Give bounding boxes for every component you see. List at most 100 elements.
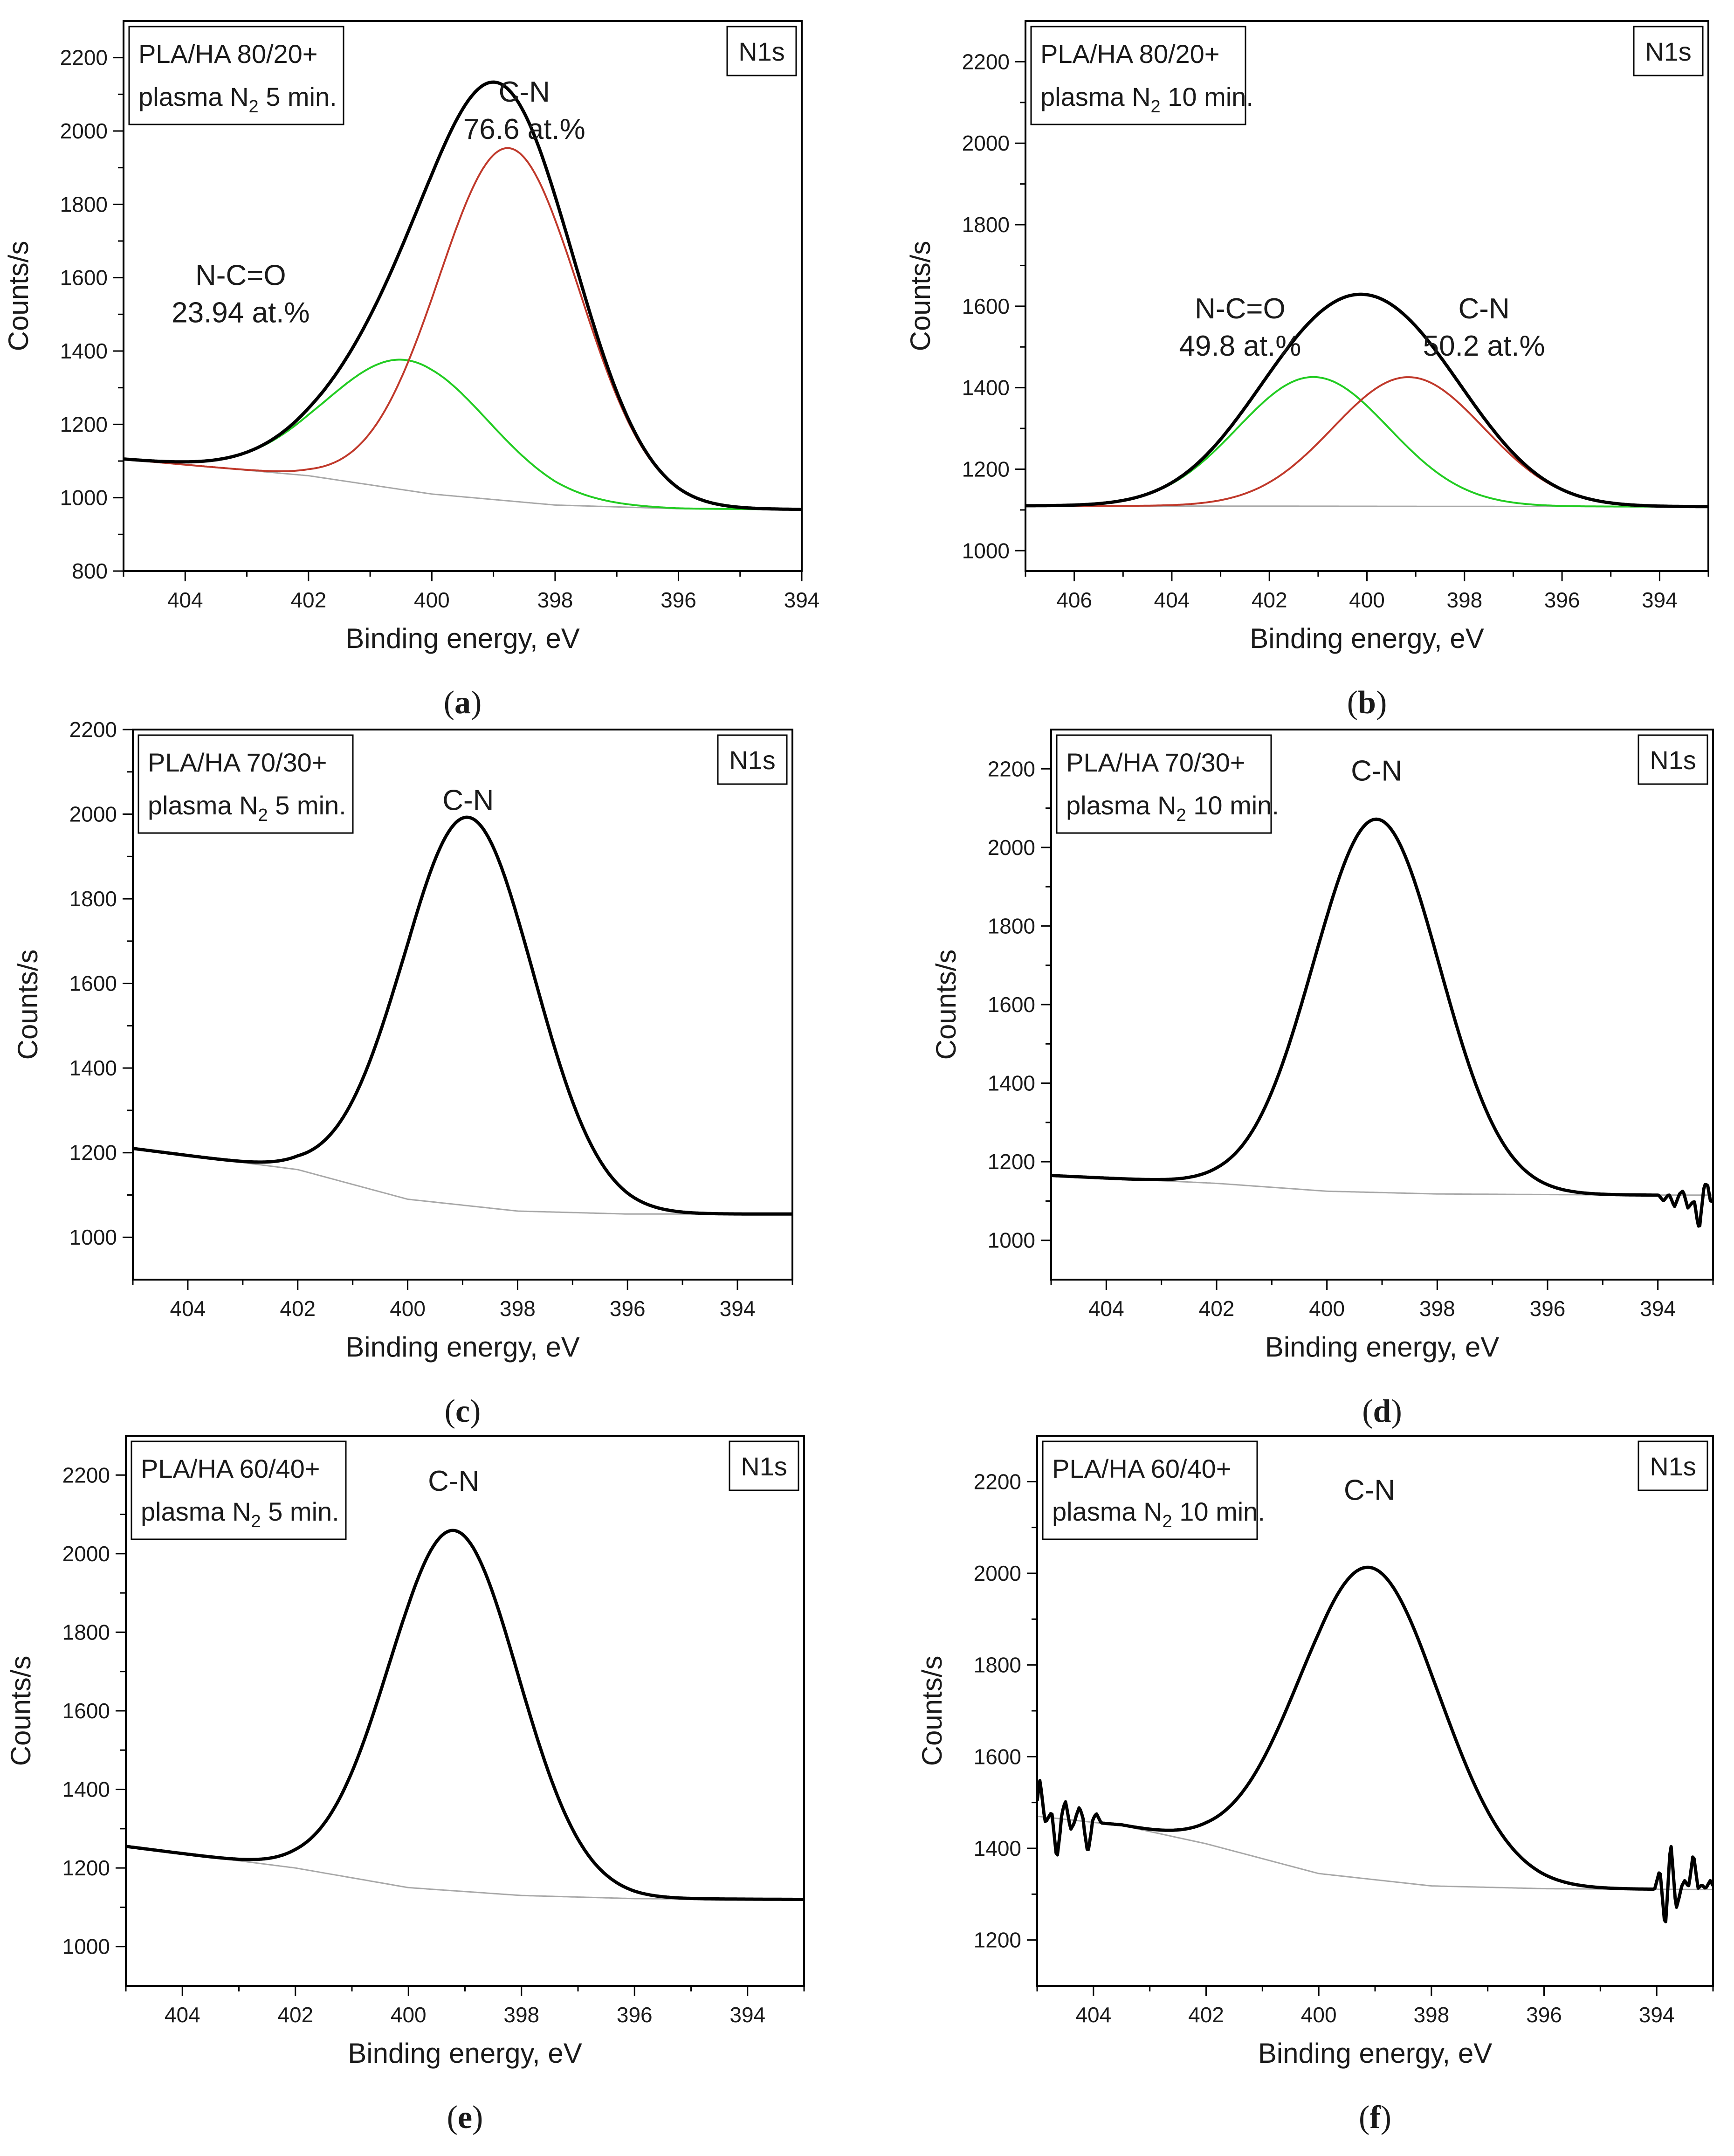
x-axis: 404 402 400 398 396 394 (132, 1280, 793, 1321)
x-tick-label: 396 (1530, 1296, 1566, 1321)
envelope-line (1037, 1565, 1713, 1923)
sample-legend-box (131, 1440, 347, 1540)
x-axis-title: Binding energy, eV (1265, 1331, 1500, 1363)
y-tick-label: 1800 (60, 192, 108, 216)
y-tick-label: 2200 (988, 757, 1035, 781)
sample-legend-line2: plasma N2 5 min. (148, 791, 346, 825)
y-tick-label: 2200 (69, 717, 117, 742)
peak-annotation-value: 76.6 at.% (463, 113, 585, 145)
x-axis-title: Binding energy, eV (1250, 623, 1484, 654)
panel-label: (e) (447, 2100, 483, 2135)
peak-annotation-label: C-N (499, 76, 550, 108)
y-tick-label: 1400 (988, 1071, 1035, 1095)
panel-label: (a) (444, 685, 482, 721)
peak-annotation-label: N-C=O (195, 259, 286, 291)
y-tick-label: 1800 (962, 213, 1010, 237)
y-tick-label: 2000 (988, 835, 1035, 860)
x-tick-label: 398 (503, 2003, 539, 2027)
sample-legend-box (1042, 1440, 1258, 1540)
panel-f: 404 402 400 398 396 394 1200 1400 1600 1800 2000 22… (916, 1435, 1714, 2135)
y-axis-title: Counts/s (12, 950, 43, 1060)
x-tick-label: 404 (1088, 1296, 1124, 1321)
plot-curves (1051, 817, 1713, 1228)
y-axis-title: Counts/s (916, 1656, 948, 1766)
panel-e: 404 402 400 398 396 394 1000 1200 1400 1600 1800 20… (5, 1435, 805, 2135)
y-tick-label: 2000 (962, 131, 1010, 155)
plot-curves (1037, 1565, 1713, 1923)
x-axis: 406 404 402 400 398 396 394 (1025, 571, 1709, 612)
region-tag-box (1638, 734, 1708, 785)
sample-legend-box (1030, 26, 1246, 125)
peak-annotation-label: C-N (1459, 293, 1510, 325)
y-tick-label: 1200 (60, 412, 108, 436)
region-tag-box (1638, 1440, 1708, 1491)
sample-legend: PLA/HA 80/20+ plasma N2 10 min. (1030, 26, 1253, 125)
y-tick-label: 1200 (69, 1141, 117, 1165)
x-axis-title: Binding energy, eV (345, 623, 580, 654)
sample-legend: PLA/HA 70/30+ plasma N2 5 min. (138, 734, 354, 834)
baseline-line (133, 1148, 792, 1215)
plot-curves (126, 1529, 804, 1901)
sample-legend-line1: PLA/HA 60/40+ (1052, 1454, 1232, 1483)
y-tick-label: 1800 (988, 914, 1035, 938)
x-tick-label: 402 (277, 2003, 313, 2027)
sample-legend-box (138, 734, 354, 834)
y-tick-label: 1800 (62, 1620, 110, 1644)
panel-b: 406 404 402 400 398 396 394 1000 1200 1400 1600 180… (905, 20, 1709, 721)
y-tick-label: 2000 (60, 119, 108, 143)
plot-curves (133, 815, 792, 1216)
region-tag-label: N1s (1650, 1452, 1696, 1481)
x-axis: 404 402 400 398 396 394 (1050, 1280, 1714, 1321)
x-axis-title: Binding energy, eV (1258, 2038, 1493, 2069)
x-tick-label: 396 (610, 1296, 646, 1321)
peak-annotation-value: 50.2 at.% (1423, 330, 1545, 362)
y-tick-label: 1600 (62, 1699, 110, 1723)
sample-legend-box (1056, 734, 1272, 834)
sample-legend-line1: PLA/HA 80/20+ (138, 39, 318, 69)
y-tick-label: 1800 (69, 887, 117, 911)
x-tick-label: 400 (391, 2003, 427, 2027)
x-axis: 404 402 400 398 396 394 (123, 571, 819, 612)
sample-legend-line1: PLA/HA 60/40+ (141, 1454, 320, 1483)
x-tick-label: 398 (1413, 2003, 1449, 2027)
x-tick-label: 406 (1056, 588, 1092, 612)
peak-annotation-label: C-N (428, 1465, 479, 1497)
y-tick-label: 2200 (974, 1469, 1021, 1494)
y-tick-label: 800 (72, 559, 108, 583)
panel-label: (d) (1362, 1393, 1402, 1429)
x-tick-label: 398 (537, 588, 573, 612)
y-axis-title: Counts/s (3, 241, 34, 351)
y-tick-label: 1600 (988, 992, 1035, 1017)
region-tag-box (1633, 26, 1704, 76)
y-tick-label: 2200 (60, 46, 108, 70)
y-tick-label: 1000 (988, 1228, 1035, 1253)
x-axis: 404 402 400 398 396 394 (1036, 1986, 1714, 2027)
panel-a: 404 402 400 398 396 394 800 1000 1200 1400 1600 180… (3, 20, 819, 721)
y-tick-label: 2000 (62, 1542, 110, 1566)
plot-curves (124, 80, 802, 511)
plot-frame (123, 20, 803, 572)
x-tick-label: 394 (729, 2003, 765, 2027)
x-tick-label: 396 (617, 2003, 653, 2027)
y-tick-label: 1200 (988, 1150, 1035, 1174)
region-tag: N1s (729, 1440, 799, 1491)
y-tick-label: 1600 (962, 294, 1010, 318)
peak-annotation-label: N-C=O (1195, 293, 1286, 325)
baseline-line (126, 1846, 804, 1901)
panel-c: 404 402 400 398 396 394 1000 1200 1400 1600 1800 20… (12, 717, 793, 1429)
y-tick-label: 2000 (69, 802, 117, 827)
y-tick-label: 1000 (60, 486, 108, 510)
y-axis: 1000 1200 1400 1600 1800 2000 2200 (69, 717, 133, 1249)
x-tick-label: 404 (165, 2003, 200, 2027)
x-tick-label: 404 (170, 1296, 206, 1321)
y-axis: 1000 1200 1400 1600 1800 2000 2200 (962, 49, 1025, 563)
x-tick-label: 396 (1544, 588, 1580, 612)
baseline-line (124, 458, 802, 510)
x-tick-label: 394 (1639, 2003, 1675, 2027)
x-tick-label: 400 (1301, 2003, 1337, 2027)
y-tick-label: 1000 (962, 538, 1010, 563)
y-tick-label: 2000 (974, 1561, 1021, 1585)
envelope-line (1051, 817, 1713, 1228)
peak-annotation-label: C-N (442, 784, 494, 816)
